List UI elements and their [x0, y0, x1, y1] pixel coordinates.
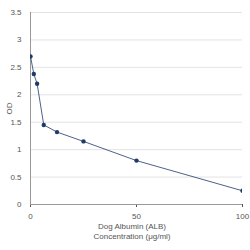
svg-text:3.5: 3.5: [10, 8, 22, 17]
svg-text:100: 100: [236, 212, 250, 221]
svg-text:0: 0: [28, 212, 33, 221]
svg-text:0: 0: [17, 200, 22, 209]
svg-text:OD: OD: [5, 102, 14, 114]
svg-text:2.5: 2.5: [10, 63, 22, 72]
svg-text:50: 50: [132, 212, 141, 221]
svg-text:2: 2: [17, 90, 22, 99]
svg-text:1.5: 1.5: [10, 118, 22, 127]
svg-text:1: 1: [17, 145, 22, 154]
html-text:Dog Albumin (ALB) Concentratio: Dog Albumin (ALB) Concentration (μg/ml): [93, 222, 171, 241]
svg-text:3: 3: [17, 35, 22, 44]
svg-text:0.5: 0.5: [10, 173, 22, 182]
